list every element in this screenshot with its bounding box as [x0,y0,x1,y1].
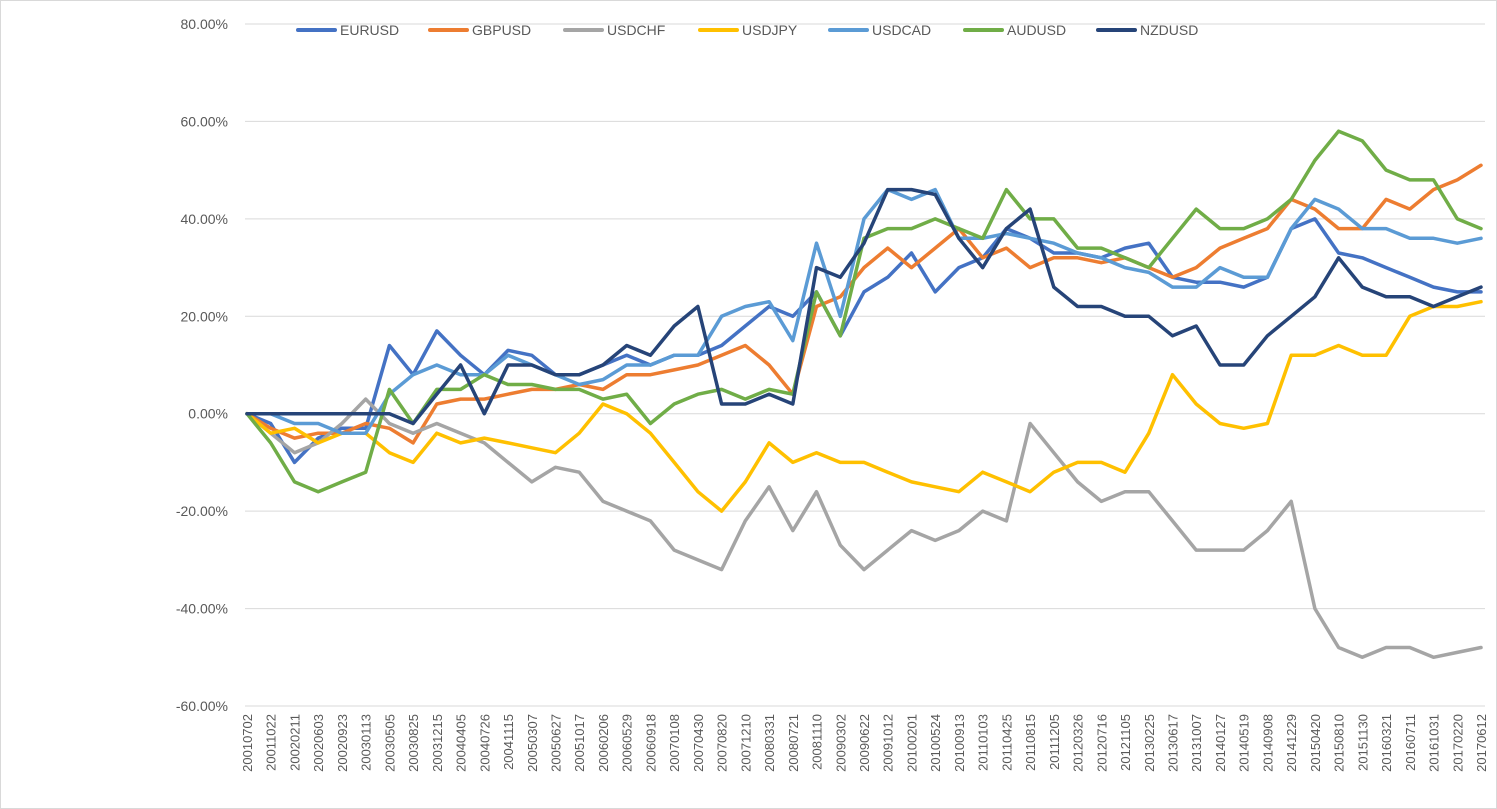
x-tick-label: 20131007 [1189,714,1204,772]
x-tick-label: 20081110 [810,714,825,770]
x-tick-label: 20140127 [1213,714,1228,772]
x-tick-label: 20050307 [525,714,540,772]
y-axis-ticks: -60.00% -40.00% -20.00% 0.00% 20.00% 40.00% 60… [176,16,228,714]
x-tick-label: 20011022 [264,714,279,771]
x-tick-label: 20161031 [1427,714,1442,772]
x-tick-label: 20110815 [1023,714,1038,771]
x-tick-label: 20031215 [430,714,445,772]
x-tick-label: 20130617 [1166,714,1181,772]
x-tick-label: 20070108 [667,714,682,772]
x-tick-label: 20040405 [454,714,469,772]
series-line-gbpusd [245,163,1483,445]
series-line-usdjpy [245,299,1483,513]
x-tick-label: 20040726 [477,714,492,772]
x-tick-label: 20100913 [952,714,967,772]
series-line-nzdusd [245,187,1483,426]
legend-label: USDCHF [607,22,665,38]
legend-label: USDCAD [872,22,931,38]
series-line-usdchf [245,397,1483,660]
x-tick-label: 20150420 [1308,714,1323,772]
legend-label: AUDUSD [1007,22,1066,38]
x-tick-label: 20090302 [833,714,848,772]
x-tick-label: 20140908 [1260,714,1275,772]
x-tick-label: 20041115 [501,714,516,770]
x-tick-label: 20130225 [1142,714,1157,772]
y-tick-label: 20.00% [181,308,228,324]
y-tick-label: 60.00% [181,113,228,129]
y-tick-label: -20.00% [176,503,228,519]
x-tick-label: 20060206 [596,714,611,772]
x-tick-label: 20140519 [1237,714,1252,772]
legend: EURUSD GBPUSD USDCHF USDJPY USDCAD AUDUSD NZDU… [296,22,1198,38]
x-tick-label: 20110103 [976,714,991,771]
x-tick-label: 20030113 [359,714,374,771]
x-tick-label: 20150810 [1332,714,1347,772]
x-tick-label: 20170612 [1474,714,1489,772]
x-tick-label: 20060918 [643,714,658,772]
legend-item-nzdusd: NZDUSD [1096,22,1198,38]
x-tick-label: 20121105 [1118,714,1133,771]
x-tick-label: 20160321 [1379,714,1394,772]
x-tick-label: 20100201 [904,714,919,772]
x-tick-label: 20100524 [928,714,943,772]
y-tick-label: -60.00% [176,698,228,714]
x-tick-label: 20020211 [287,714,302,771]
x-tick-label: 20070430 [691,714,706,772]
x-tick-label: 20151130 [1355,714,1370,771]
legend-item-audusd: AUDUSD [963,22,1066,38]
x-tick-label: 20010702 [240,714,255,772]
x-tick-label: 20120716 [1094,714,1109,772]
x-tick-label: 20050627 [549,714,564,772]
legend-item-usdchf: USDCHF [563,22,665,38]
x-tick-label: 20160711 [1403,714,1418,771]
x-tick-label: 20120326 [1071,714,1086,772]
x-tick-label: 20141229 [1284,714,1299,772]
legend-label: NZDUSD [1140,22,1198,38]
x-tick-label: 20020603 [311,714,326,772]
x-tick-label: 20020923 [335,714,350,772]
x-tick-label: 20110425 [999,714,1014,771]
x-tick-label: 20170220 [1450,714,1465,772]
series-lines [245,129,1483,660]
y-tick-label: -40.00% [176,601,228,617]
legend-item-gbpusd: GBPUSD [428,22,531,38]
series-line-audusd [245,129,1483,494]
x-tick-label: 20071210 [738,714,753,772]
legend-label: EURUSD [340,22,399,38]
x-tick-label: 20060529 [620,714,635,772]
legend-item-eurusd: EURUSD [296,22,399,38]
y-tick-label: 40.00% [181,211,228,227]
y-tick-label: 80.00% [181,16,228,32]
x-tick-label: 20091012 [881,714,896,772]
legend-label: GBPUSD [472,22,531,38]
series-line-usdcad [245,187,1483,435]
x-tick-label: 20051017 [572,714,587,772]
x-tick-label: 20080721 [786,714,801,772]
x-tick-label: 20090622 [857,714,872,772]
x-tick-label: 20080331 [762,714,777,772]
x-tick-label: 20111205 [1047,714,1062,770]
legend-label: USDJPY [742,22,798,38]
x-tick-label: 20030505 [382,714,397,772]
x-tick-label: 20030825 [406,714,421,772]
x-axis-ticks: 20010702 20011022 20020211 20020603 20020923… [240,714,1489,772]
legend-item-usdcad: USDCAD [828,22,931,38]
legend-item-usdjpy: USDJPY [698,22,798,38]
x-tick-label: 20070820 [715,714,730,772]
y-tick-label: 0.00% [188,406,228,422]
